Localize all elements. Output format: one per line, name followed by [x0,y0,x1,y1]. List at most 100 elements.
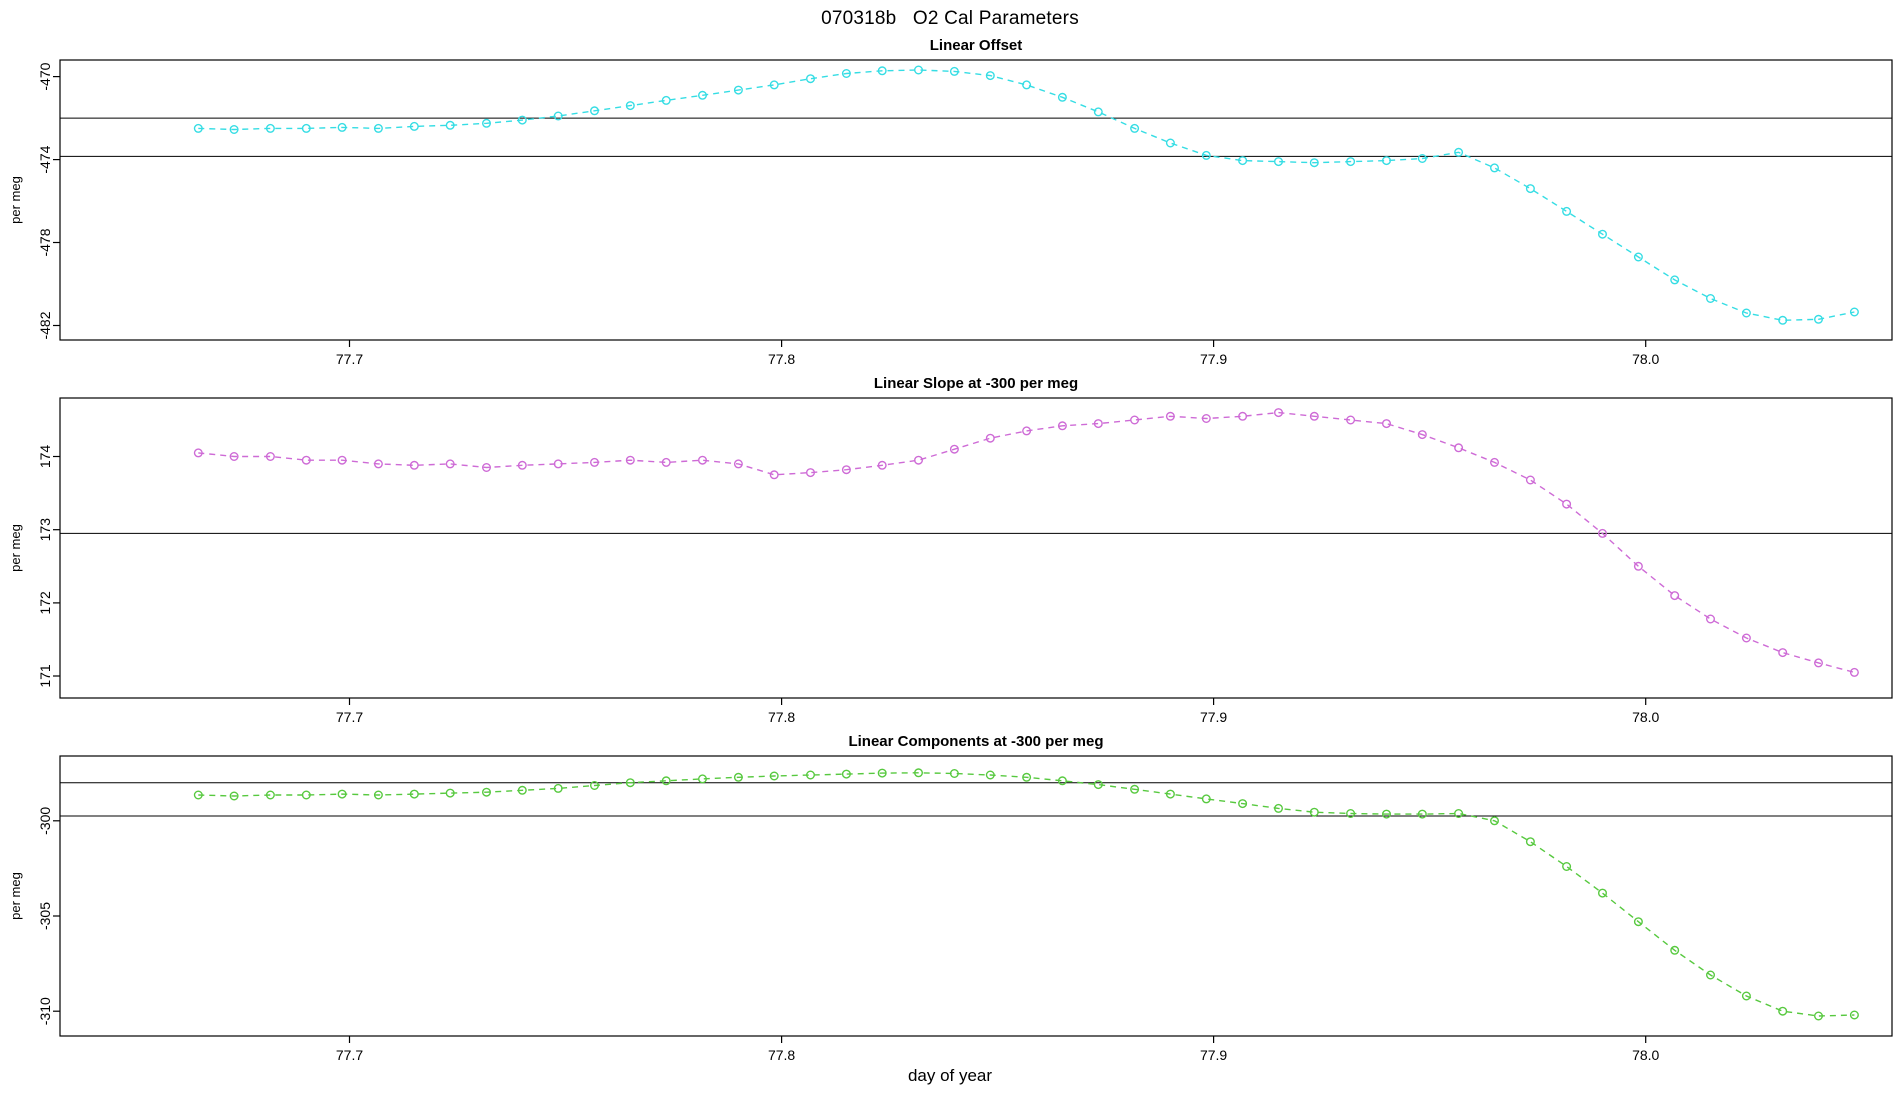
data-point [1273,803,1283,813]
data-point [1346,157,1356,167]
y-tick-label: -300 [37,807,53,835]
data-point [1309,807,1319,817]
y-axis-label: per meg [8,176,23,224]
y-tick-label: -474 [37,145,53,173]
data-point [1741,991,1751,1001]
x-tick-label: 77.9 [1200,709,1227,725]
x-tick-label: 77.9 [1200,351,1227,367]
data-point [625,778,635,788]
x-tick-label: 77.8 [768,709,795,725]
data-point [733,459,743,469]
data-point [1705,970,1715,980]
data-point [1130,784,1140,794]
data-point [1670,591,1680,601]
data-point [841,69,851,79]
data-point [877,66,887,76]
data-point [1454,808,1464,818]
data-point [265,790,275,800]
data-point [1022,426,1032,436]
y-axis-label: per meg [8,524,23,572]
data-point [1130,415,1140,425]
data-point [1309,411,1319,421]
data-point [1381,809,1391,819]
x-tick-label: 77.8 [768,351,795,367]
data-point [877,768,887,778]
data-point [1741,633,1751,643]
data-point [1778,1006,1788,1016]
data-point [806,74,816,84]
data-point [265,123,275,133]
data-point [625,455,635,465]
data-point [445,788,455,798]
data-point [1273,157,1283,167]
data-point [1705,294,1715,304]
x-tick-label: 77.7 [336,1047,363,1063]
data-point [1273,408,1283,418]
data-point [733,772,743,782]
data-point [769,771,779,781]
data-point [337,455,347,465]
data-point [1813,1011,1823,1021]
x-tick-label: 77.7 [336,351,363,367]
data-point [482,462,492,472]
data-point [1022,772,1032,782]
data-point [1849,1010,1859,1020]
data-point [806,468,816,478]
data-point [1454,443,1464,453]
data-point [1489,163,1499,173]
data-point [1238,799,1248,809]
x-tick-label: 77.7 [336,709,363,725]
data-point [1238,156,1248,166]
data-point [949,66,959,76]
y-axis-label: per meg [8,872,23,920]
data-point [1165,789,1175,799]
chart-panel: Linear Slope at -300 per meg 77.7 77.8 77.9… [8,375,1893,725]
data-point [229,451,239,461]
data-point [1454,147,1464,157]
data-point [409,460,419,470]
data-point [1346,415,1356,425]
data-point [373,790,383,800]
y-tick-label: 174 [37,445,53,469]
data-point [1057,92,1067,102]
panel-title: Linear Slope at -300 per meg [874,375,1078,392]
data-point [1778,315,1788,325]
data-point [1705,614,1715,624]
data-point [661,95,671,105]
data-point [1201,150,1211,160]
data-point [590,106,600,116]
panel-title: Linear Components at -300 per meg [848,733,1103,750]
data-point [1670,945,1680,955]
data-point [265,451,275,461]
data-point [1417,809,1427,819]
data-point [1525,184,1535,194]
data-point [1057,776,1067,786]
data-point [1381,419,1391,429]
data-point [769,470,779,480]
chart-panel: Linear Offset 77.7 77.8 77.9 78.0 -470 -474 -47… [8,37,1893,367]
data-point [1165,411,1175,421]
data-point [985,71,995,81]
data-point [1670,275,1680,285]
data-point [914,768,924,778]
data-point [1525,837,1535,847]
data-point [1562,499,1572,509]
data-point [445,120,455,130]
data-point [733,85,743,95]
data-point [1562,206,1572,216]
plot-box [59,397,1893,699]
data-point [914,65,924,75]
data-point [1633,561,1643,571]
data-point [625,101,635,111]
data-point [1849,667,1859,677]
y-tick-label: -482 [37,311,53,339]
data-point [841,769,851,779]
x-tick-label: 77.9 [1200,1047,1227,1063]
figure-title: 070318b O2 Cal Parameters [821,8,1079,29]
data-point [1238,411,1248,421]
data-point [877,460,887,470]
data-point [985,433,995,443]
data-point [1597,229,1607,239]
data-point [841,465,851,475]
data-point [1633,252,1643,262]
